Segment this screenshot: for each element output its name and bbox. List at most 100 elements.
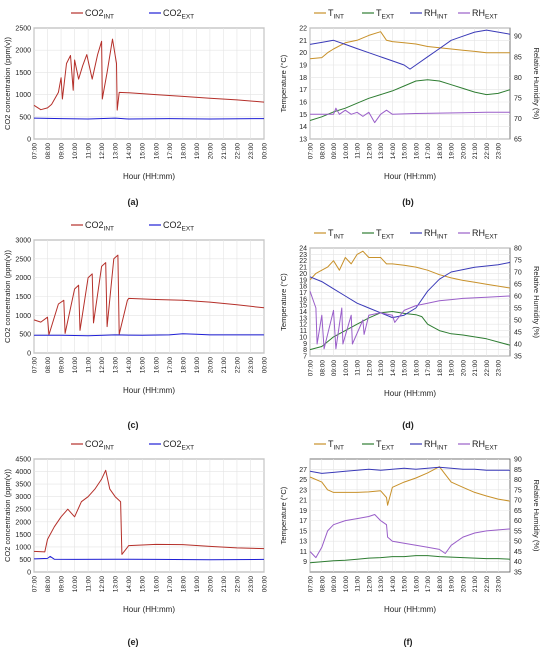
y2-tick-label: 65: [514, 508, 522, 515]
y-axis-label: Temperature (°C): [279, 273, 288, 331]
chart-panel-5: 0 500 1000 1500 2000 2500 3000 3500 4000 4500 07:0…: [3, 443, 269, 647]
x-tick-label: 14:00: [390, 360, 397, 377]
legend-entry: TEXT: [376, 228, 394, 241]
x-tick-label: 00:00: [262, 143, 269, 160]
x-tick-label: 16:00: [153, 143, 160, 160]
panel-caption: (a): [128, 197, 139, 207]
x-tick-label: 14:00: [126, 576, 133, 593]
x-tick-label: 22:00: [234, 576, 241, 593]
x-tick-label: 22:00: [484, 576, 491, 593]
x-tick-label: 12:00: [366, 143, 373, 160]
legend-entry: CO2INT: [85, 220, 114, 233]
y-tick-label: 9: [303, 559, 307, 566]
plot-area: [33, 27, 265, 140]
y-tick-label: 11: [300, 328, 307, 335]
legend-entry: RHINT: [424, 8, 448, 21]
y-tick-label: 27: [299, 467, 307, 474]
x-tick-label: 07:00: [32, 143, 39, 160]
x-tick-label: 00:00: [262, 576, 269, 593]
x-tick-label: 18:00: [180, 576, 187, 593]
y-tick-label: 17: [299, 87, 307, 94]
x-tick-label: 14:00: [390, 143, 397, 160]
x-tick-label: 10:00: [343, 143, 350, 160]
y2-tick-label: 90: [514, 34, 522, 41]
y-tick-label: 500: [19, 557, 31, 564]
y-tick-label: 21: [299, 265, 307, 272]
y-tick-label: 0: [27, 351, 31, 358]
y-tick-label: 2000: [15, 275, 31, 282]
x-tick-label: 20:00: [207, 576, 214, 593]
x-tick-label: 11:00: [86, 143, 93, 159]
panel-caption: (f): [404, 637, 413, 647]
x-tick-label: 12:00: [99, 357, 106, 374]
y2-tick-label: 75: [514, 95, 522, 102]
legend-entry: TINT: [328, 439, 344, 452]
series-line-t-ext: [309, 555, 511, 564]
legend-entry: TINT: [328, 228, 344, 241]
series-line-rh-int: [309, 261, 511, 319]
x-tick-label: 12:00: [99, 143, 106, 160]
y-tick-label: 15: [299, 303, 307, 310]
y2-tick-label: 85: [514, 467, 522, 474]
x-tick-label: 12:00: [366, 576, 373, 593]
x-tick-label: 10:00: [343, 576, 350, 593]
x-tick-label: 07:00: [308, 143, 315, 160]
y-axis-label: Temperature (°C): [279, 54, 288, 112]
series-line-rh-ext: [309, 514, 511, 559]
y-tick-label: 3000: [15, 494, 31, 501]
x-tick-label: 10:00: [72, 143, 79, 160]
x-tick-label: 16:00: [153, 357, 160, 374]
y-tick-label: 2500: [15, 256, 31, 263]
x-tick-label: 17:00: [425, 360, 432, 377]
x-axis-label: Hour (HH:mm): [384, 605, 436, 614]
x-tick-label: 07:00: [32, 576, 39, 593]
series-line-co2-int: [33, 469, 265, 555]
x-tick-label: 13:00: [113, 143, 120, 160]
chart-panel-2: 13 14 15 16 17 18 19 20 21 22 65 70 75 80 85 90 07:00 08:…: [279, 12, 541, 207]
series-line-t-int: [309, 31, 510, 60]
x-tick-label: 13:00: [378, 360, 385, 377]
x-tick-label: 09:00: [331, 576, 338, 593]
series-line-rh-int: [309, 29, 511, 70]
x-tick-label: 08:00: [319, 143, 326, 160]
x-tick-label: 07:00: [32, 357, 39, 374]
x-tick-label: 19:00: [449, 143, 456, 160]
x-tick-label: 11:00: [86, 357, 93, 373]
x-tick-label: 10:00: [343, 360, 350, 377]
legend-entry: RHINT: [424, 228, 448, 241]
y2-tick-label: 70: [514, 270, 522, 277]
y2-tick-label: 40: [514, 559, 522, 566]
y-tick-label: 4000: [15, 469, 31, 476]
y-tick-label: 2500: [15, 26, 31, 33]
y2-tick-label: 80: [514, 477, 522, 484]
x-tick-label: 09:00: [59, 143, 66, 160]
x-tick-label: 22:00: [484, 143, 491, 160]
y-tick-label: 1500: [15, 70, 31, 77]
x-tick-label: 09:00: [59, 576, 66, 593]
plot-area: [309, 458, 511, 573]
legend-entry: TINT: [328, 8, 344, 21]
x-tick-label: 18:00: [437, 143, 444, 160]
legend-entry: RHEXT: [472, 228, 498, 241]
x-tick-label: 22:00: [234, 357, 241, 374]
y-tick-label: 17: [299, 290, 307, 297]
plot-area: [33, 458, 265, 573]
y2-tick-label: 90: [514, 457, 522, 464]
y-tick-label: 13: [299, 315, 307, 322]
chart-panel-3: 0 500 1000 1500 2000 2500 3000 07:00 08:00 09:00 1…: [3, 224, 269, 430]
x-tick-label: 12:00: [99, 576, 106, 593]
y2-tick-label: 80: [514, 75, 522, 82]
x-tick-label: 18:00: [437, 360, 444, 377]
y-tick-label: 15: [299, 528, 307, 535]
y-tick-label: 16: [299, 296, 307, 303]
x-tick-label: 19:00: [194, 357, 201, 374]
x-tick-label: 23:00: [496, 143, 503, 160]
y-tick-label: 2000: [15, 519, 31, 526]
x-tick-label: 13:00: [378, 576, 385, 593]
y2-tick-label: 55: [514, 306, 522, 313]
y-tick-label: 1500: [15, 532, 31, 539]
x-axis-label: Hour (HH:mm): [123, 172, 175, 181]
x-tick-label: 15:00: [140, 143, 147, 160]
